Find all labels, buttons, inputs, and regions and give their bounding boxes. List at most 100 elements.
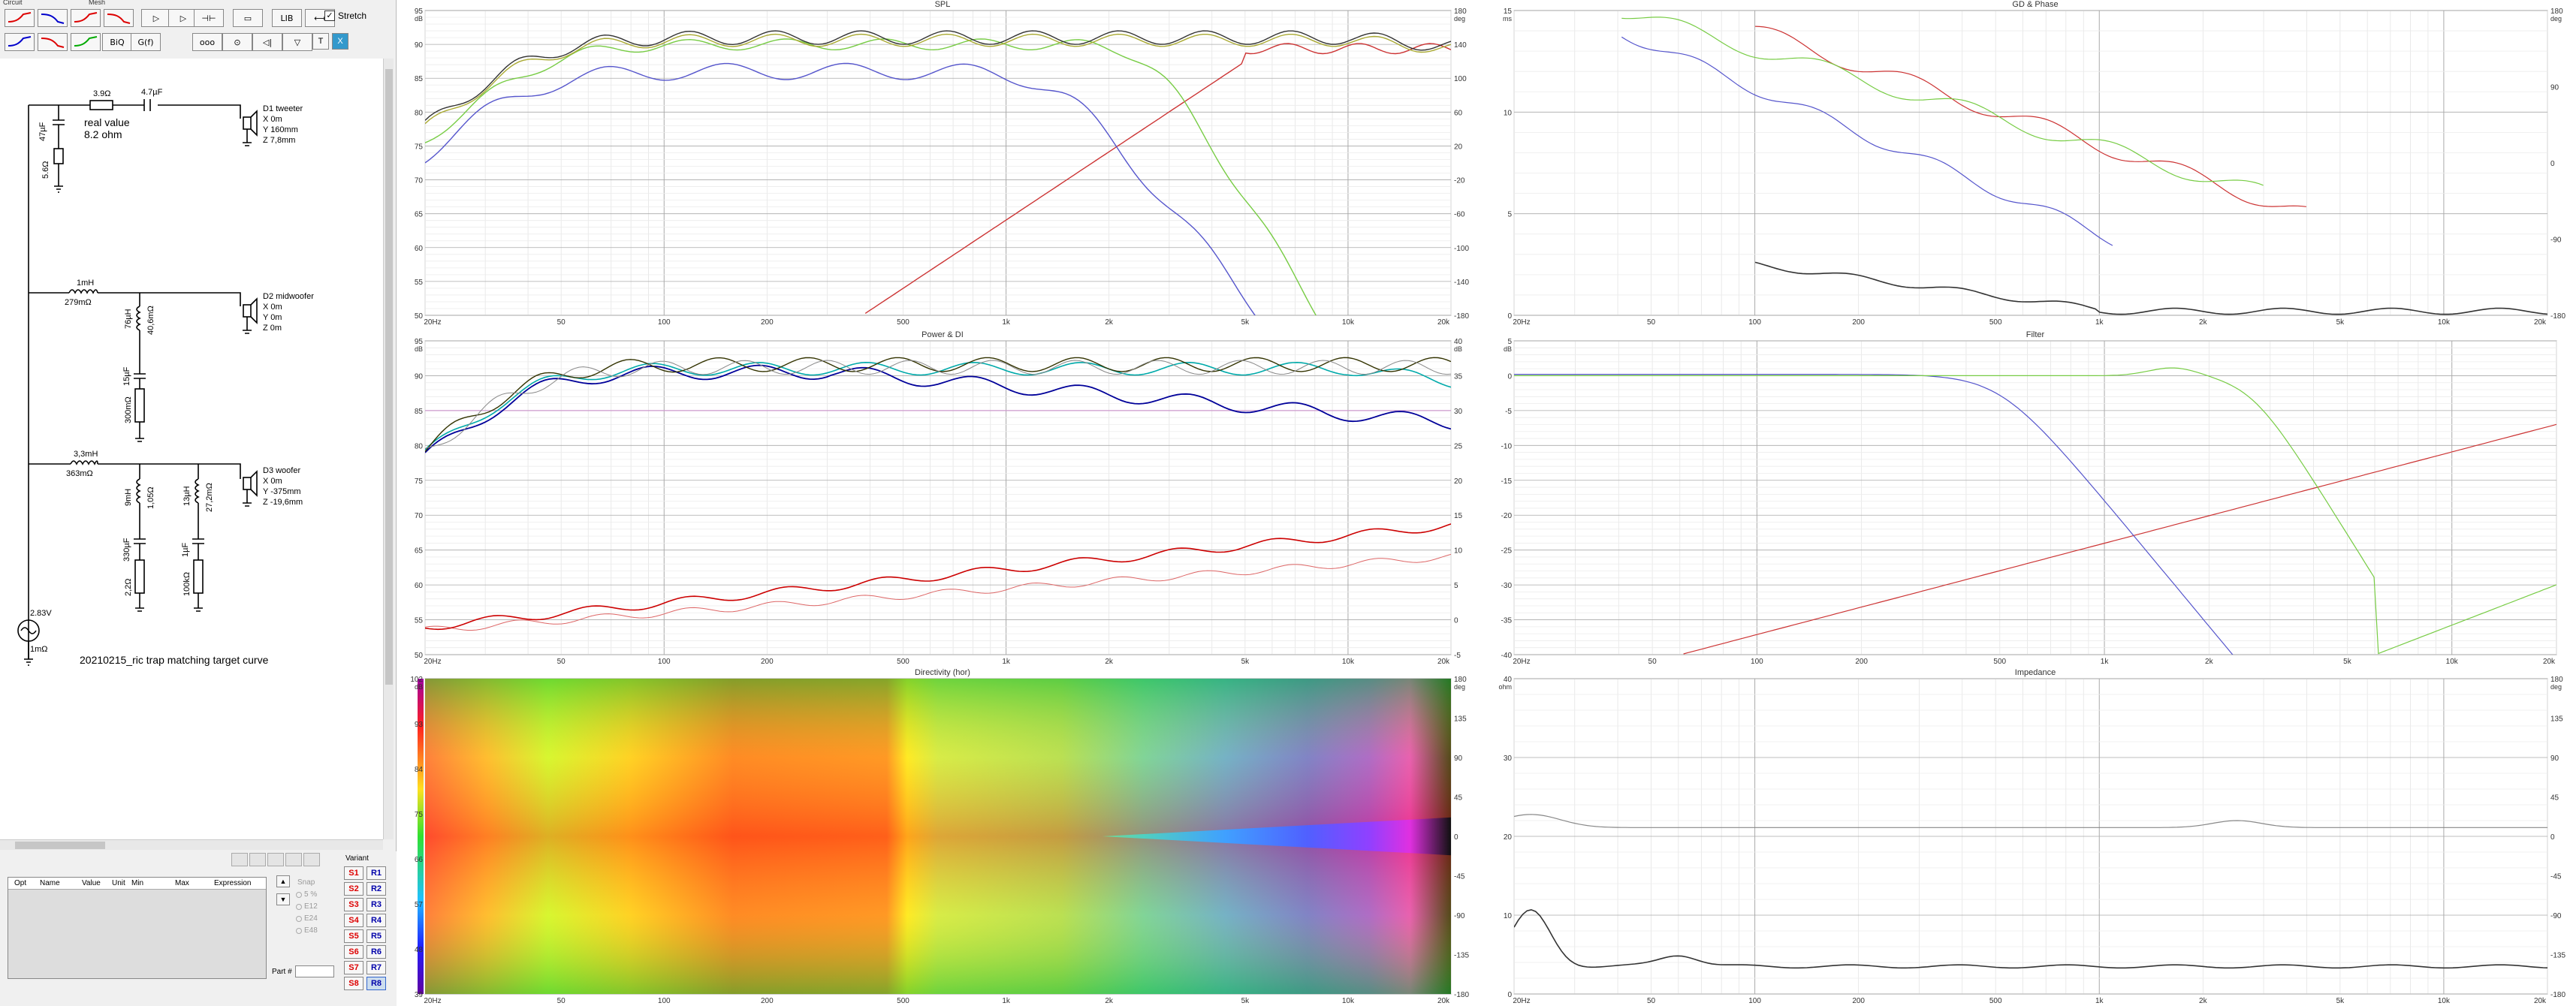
variant-r7-button[interactable]: R7: [366, 961, 386, 974]
variant-s4-button[interactable]: S4: [344, 914, 363, 927]
transformer-button[interactable]: ⊙: [222, 33, 252, 51]
param-button-5[interactable]: [303, 853, 320, 866]
hscroll-thumb[interactable]: [15, 842, 105, 849]
vscroll-thumb[interactable]: [385, 69, 393, 685]
gd-xtick: 50: [1647, 318, 1656, 327]
gd-ytick-left: 5: [1507, 211, 1512, 219]
gd-unit-right: deg: [2550, 15, 2562, 23]
variant-r3-button[interactable]: R3: [366, 898, 386, 911]
power-ytick-left: 95: [415, 338, 424, 346]
shelf3-button[interactable]: [71, 33, 101, 51]
source-resistance-label: 1mΩ: [30, 645, 48, 654]
parameter-table[interactable]: Opt Name Value Unit Min Max Expression: [8, 877, 267, 979]
param-button-4[interactable]: [285, 853, 302, 866]
play-button[interactable]: ▷: [141, 9, 171, 27]
funnel-button[interactable]: ▽: [282, 33, 312, 51]
spl-title: SPL: [934, 0, 951, 9]
variant-s2-button[interactable]: S2: [344, 882, 363, 896]
coil-button[interactable]: ooo: [192, 33, 222, 51]
snap-option-5pct[interactable]: 5 %: [296, 890, 317, 899]
r5-label: 100kΩ: [182, 572, 192, 596]
shelf1-icon: [8, 36, 32, 47]
variant-s7-button[interactable]: S7: [344, 961, 363, 974]
gd-ytick-right: -180: [2550, 312, 2565, 321]
funnel-label: ▽: [294, 37, 301, 47]
menu-circuit[interactable]: Circuit: [3, 0, 23, 6]
l5-label: 13µH: [182, 486, 192, 506]
power-ytick-right: 5: [1454, 582, 1458, 590]
up-arrow-icon[interactable]: ▲: [276, 875, 290, 887]
power-ytick-right: 25: [1454, 442, 1463, 450]
stretch-checkbox[interactable]: ✓ Stretch: [324, 11, 366, 21]
snap-option-e12[interactable]: E12: [296, 902, 318, 911]
col-min: Min: [131, 879, 144, 887]
shelf1-button[interactable]: [5, 33, 35, 51]
directivity-ytick-right: 180: [1454, 676, 1467, 684]
variant-r8-button[interactable]: R8: [366, 977, 386, 990]
x-button[interactable]: X: [332, 33, 348, 50]
power-di-plot[interactable]: Power & DI 20Hz 50 100 200 500 1k 2k 5k 10k 20k 95 9…: [406, 330, 1480, 667]
variant-r6-button[interactable]: R6: [366, 945, 386, 959]
schematic-horizontal-scrollbar[interactable]: [0, 839, 383, 850]
l1-label: 1mH: [77, 279, 94, 288]
gd-xtick: 20k: [2534, 318, 2547, 327]
filter-xtick: 20k: [2543, 658, 2556, 666]
speaker-button[interactable]: ◁|: [252, 33, 282, 51]
bandpass-button[interactable]: [71, 9, 101, 27]
variant-r2-button[interactable]: R2: [366, 882, 386, 896]
variant-r5-button[interactable]: R5: [366, 929, 386, 943]
variant-s5-button[interactable]: S5: [344, 929, 363, 943]
forward-button[interactable]: ▷: [168, 9, 198, 27]
capacitor-button[interactable]: ⊣⊢: [194, 9, 224, 27]
gd-ytick-left: 10: [1504, 109, 1513, 117]
impedance-xtick: 5k: [2336, 997, 2345, 1005]
variant-s3-button[interactable]: S3: [344, 898, 363, 911]
variant-s1-button[interactable]: S1: [344, 866, 363, 880]
l5r-label: 27,2mΩ: [205, 483, 214, 512]
gf-button[interactable]: G(f): [131, 33, 161, 51]
t-button[interactable]: T: [312, 33, 329, 50]
spl-xtick: 1k: [1002, 318, 1011, 327]
lowpass2-button[interactable]: [38, 9, 68, 27]
variant-r1-button[interactable]: R1: [366, 866, 386, 880]
l1r-label: 279mΩ: [65, 298, 92, 307]
part-input[interactable]: [294, 965, 334, 977]
filter-plot[interactable]: Filter 20Hz 50 100 200 500 1k 2k 5k 10k 20k 5 0 -5 -10…: [1495, 330, 2576, 667]
spl-plot[interactable]: SPL 20Hz 50 100 200 500 1k 2k 5k 10k 20k 95 90 85 80 75…: [406, 0, 1480, 327]
spl-ytick-right: -60: [1454, 211, 1465, 219]
gd-phase-plot[interactable]: GD & Phase 20Hz 50 100 200 500 1k 2k 5k 10k 20k 15 1…: [1495, 0, 2576, 327]
schematic-vertical-scrollbar[interactable]: [383, 59, 394, 839]
r4-label: 2,2Ω: [124, 578, 133, 596]
param-button-2[interactable]: [249, 853, 266, 866]
d2-x: X 0m: [263, 303, 282, 312]
impedance-plot[interactable]: Impedance 20Hz 50 100 200 500 1k 2k 5k 10k 20k 40 30…: [1495, 668, 2576, 1006]
snap-option-e48[interactable]: E48: [296, 926, 318, 935]
lib-button[interactable]: LIB: [272, 9, 302, 27]
circuit-title: 20210215_ric trap matching target curve: [80, 654, 269, 666]
biq-button[interactable]: BiQ: [102, 33, 132, 51]
highpass1-button[interactable]: [104, 9, 134, 27]
directivity-plot[interactable]: Directivity (hor) 20Hz 50 100 200 500 1k 2k 5k 10…: [406, 668, 1480, 1006]
lowpass1-button[interactable]: [5, 9, 35, 27]
param-button-3[interactable]: [267, 853, 284, 866]
schematic-canvas[interactable]: 3.9Ω 4.7µF 47µF 5.6Ω real value 8.2 ohm …: [0, 59, 383, 839]
left-pane: Circuit Mesh ▷ ▷ ⊣⊢ ▭ LIB ⟷ BiQ G(f) ooo ⊙ ◁| ▽ T X ✓…: [0, 0, 397, 1006]
shelf2-button[interactable]: [38, 33, 68, 51]
d2-y: Y 0m: [263, 313, 282, 322]
snap-option-e24[interactable]: E24: [296, 914, 318, 923]
variant-s8-button[interactable]: S8: [344, 977, 363, 990]
resistor-button[interactable]: ▭: [233, 9, 263, 27]
link-button[interactable]: ⟷: [305, 9, 335, 27]
down-arrow-icon[interactable]: ▼: [276, 893, 290, 905]
menu-mesh[interactable]: Mesh: [89, 0, 106, 6]
lowpass2-icon: [41, 14, 65, 24]
variant-r4-button[interactable]: R4: [366, 914, 386, 927]
spl-ytick-right: 180: [1454, 8, 1467, 16]
variant-s6-button[interactable]: S6: [344, 945, 363, 959]
l3r-label: 363mΩ: [66, 469, 93, 478]
spl-xtick: 200: [761, 318, 774, 327]
directivity-ytick-right: 135: [1454, 715, 1467, 724]
filter-ytick-left: -30: [1501, 582, 1513, 590]
param-button-1[interactable]: [231, 853, 248, 866]
power-curve-1: [425, 553, 1451, 631]
